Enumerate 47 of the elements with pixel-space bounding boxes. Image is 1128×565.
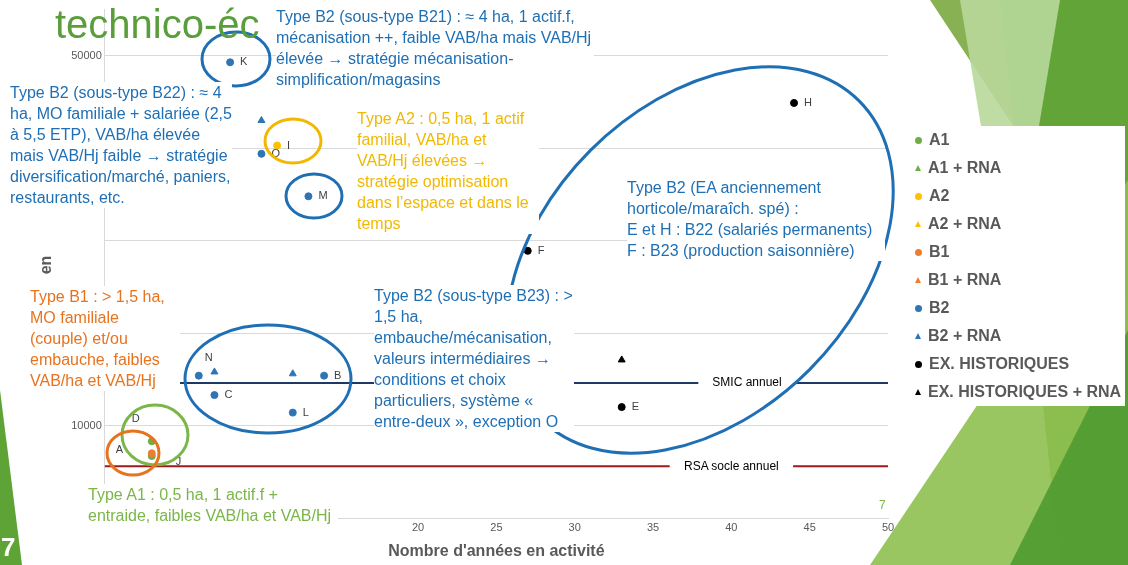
- x-axis-title: Nombre d'années en activité: [388, 541, 605, 559]
- x-tick-label: 20: [411, 520, 425, 533]
- annotation: B: [334, 368, 342, 381]
- text: 7: [1, 532, 16, 562]
- y-axis-title: en: [37, 255, 55, 275]
- legend-label: B2 + RNA: [928, 327, 1002, 345]
- annotation: 7: [879, 498, 891, 512]
- annotation: I: [287, 138, 291, 151]
- annotation: Type B1 : > 1,5 ha, MO familiale (couple) et/ou embauche, faibles VAB/ha et VAB/Hj: [30, 286, 180, 391]
- annotation: Type A1 : 0,5 ha, 1 actif.f + entraide, faibles VAB/ha et VAB/Hj: [88, 484, 338, 526]
- legend-label: B1: [929, 243, 950, 261]
- legend-label: A2: [929, 187, 950, 205]
- annotation: Type A2 : 0,5 ha, 1 actif familial, VAB/ha et VAB/Hj élevées → stratégie optimisation dans l’espace et dans le temps: [357, 108, 539, 234]
- x-tick-label: 50: [881, 520, 895, 533]
- annotation: C: [224, 388, 233, 401]
- y-tick-label: 50000: [71, 48, 102, 61]
- x-tick-label: 40: [725, 520, 738, 533]
- annotation: Type B2 (sous-type B23) : > 1,5 ha, embauche/mécanisation, valeurs intermédiaires → conditions et choix particuliers, système « entre-deux », exception O: [374, 285, 574, 432]
- annotation: E: [631, 400, 640, 413]
- ref-line-label: RSA socle annuel: [683, 458, 779, 473]
- annotation: O: [271, 146, 281, 159]
- legend-label: B1 + RNA: [928, 271, 1002, 289]
- annotation: F: [537, 243, 545, 256]
- x-tick-label: 45: [803, 520, 816, 533]
- legend-label: B2: [929, 299, 950, 317]
- legend-label: EX. HISTORIQUES: [929, 355, 1070, 373]
- annotation: N: [204, 350, 213, 363]
- legend-label: A1: [929, 131, 950, 149]
- annotation: L: [302, 405, 309, 418]
- x-tick-label: 35: [646, 520, 660, 533]
- annotation: J: [175, 455, 182, 468]
- annotation: H: [804, 95, 813, 108]
- ref-line-label: SMIC annuel: [712, 375, 782, 390]
- annotation: Type B2 (EA anciennement horticole/maraîch. spé) : E et H : B22 (salariés permanents) F : B23 (production saisonnière): [627, 177, 885, 261]
- legend-label: A2 + RNA: [928, 215, 1002, 233]
- annotation: A: [115, 443, 124, 456]
- annotation: Type B2 (sous-type B21) : ≈ 4 ha, 1 actif.f, mécanisation ++, faible VAB/ha mais VAB/Hj élevée → stratégie mécanisation-simplification/magasins: [276, 6, 594, 90]
- annotation: D: [131, 412, 140, 425]
- annotation: K: [240, 55, 249, 68]
- annotation: Type B2 (sous-type B22) : ≈ 4 ha, MO familiale + salariée (2,5 à 5,5 ETP), VAB/ha élevée mais VAB/Hj faible → stratégie diversification/marché, paniers, restaurants, etc.: [10, 82, 232, 208]
- annotation: M: [318, 189, 328, 202]
- chart-title: technico-éc: [55, 2, 260, 47]
- y-tick-label: 10000: [71, 418, 102, 431]
- legend-label: EX. HISTORIQUES + RNA: [928, 383, 1122, 401]
- x-tick-label: 30: [568, 520, 581, 533]
- x-tick-label: 25: [490, 520, 503, 533]
- legend-label: A1 + RNA: [928, 159, 1002, 177]
